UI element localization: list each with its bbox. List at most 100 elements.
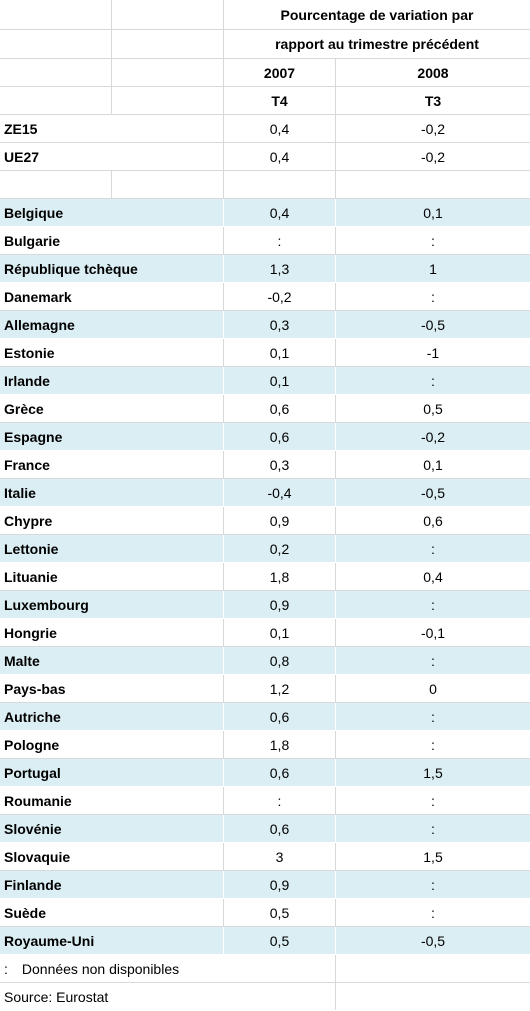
row-label: Allemagne [0,311,224,338]
value-cell: 0,5 [423,400,443,417]
row-label: Pologne [0,731,224,758]
row-label: Chypre [0,507,224,534]
data-row: Bulgarie:: [0,227,530,255]
value-cell: 0,1 [224,619,336,646]
value-cell: 1 [429,260,437,277]
value-cell: -0,5 [420,932,446,949]
data-row: Chypre 0,9 0,6 [0,507,530,535]
data-row: Finlande 0,9: [0,871,530,899]
data-row: UE27 0,4 -0,2 [0,143,530,171]
data-row: Italie -0,4 -0,5 [0,479,530,507]
value-cell: 0,3 [224,451,336,478]
empty-cell [0,59,112,86]
value-cell: : [224,227,336,254]
data-row: Portugal 0,6 1,5 [0,759,530,787]
row-label: Belgique [0,199,224,226]
value-cell: 0 [429,680,437,697]
footnote-symbol: : [4,960,8,977]
header-row: Pourcentage de variation par [0,0,530,30]
data-row: France 0,3 0,1 [0,451,530,479]
value-cell: 1,8 [224,731,336,758]
row-label: Grèce [0,395,224,422]
empty-cell [0,30,112,58]
value-cell: 0,4 [423,568,443,585]
value-cell: : [431,820,435,837]
value-cell: : [431,372,435,389]
data-row: Slovaquie 3 1,5 [0,843,530,871]
empty-cell [336,955,530,982]
value-cell: 0,2 [224,535,336,562]
empty-cell [112,30,224,58]
source-row: Source: Eurostat [0,983,530,1010]
row-label: Slovaquie [0,843,224,870]
row-label: Slovénie [0,815,224,842]
header-row: rapport au trimestre précédent [0,30,530,59]
value-cell: 0,6 [224,423,336,450]
empty-cell [112,87,224,114]
value-cell: : [431,876,435,893]
data-row: République tchèque 1,3 1 [0,255,530,283]
data-row: Grèce 0,6 0,5 [0,395,530,423]
column-header: T4 [224,87,336,114]
empty-cell [112,59,224,86]
row-label: Bulgarie [0,227,224,254]
data-row: Irlande 0,1: [0,367,530,395]
value-cell: 0,4 [224,115,336,142]
row-label: Lituanie [0,563,224,590]
data-row: Hongrie 0,1 -0,1 [0,619,530,647]
value-cell: : [431,736,435,753]
value-cell: -0,5 [420,484,446,501]
row-label: Royaume-Uni [0,927,224,954]
value-cell: 0,6 [224,815,336,842]
row-label: Lettonie [0,535,224,562]
data-row: Autriche 0,6: [0,703,530,731]
row-label: Autriche [0,703,224,730]
row-label: Danemark [0,283,224,310]
column-header: 2007 [224,59,336,86]
value-cell: : [431,652,435,669]
value-cell: : [431,288,435,305]
value-cell: -0,4 [224,479,336,506]
empty-cell [0,171,112,198]
value-cell: -0,2 [224,283,336,310]
data-row: ZE15 0,4 -0,2 [0,115,530,143]
data-row: Danemark -0,2: [0,283,530,311]
row-label: Irlande [0,367,224,394]
data-row: Royaume-Uni 0,5 -0,5 [0,927,530,955]
row-label: UE27 [0,143,224,170]
value-cell: 0,9 [224,507,336,534]
row-label: Malte [0,647,224,674]
row-label: Portugal [0,759,224,786]
row-label: Finlande [0,871,224,898]
value-cell: -0,2 [420,148,446,165]
value-cell: : [431,596,435,613]
empty-cell [336,171,530,198]
row-label: France [0,451,224,478]
value-cell: 1,8 [224,563,336,590]
data-row: Lituanie 1,8 0,4 [0,563,530,591]
header-title: Pourcentage de variation par [280,6,474,23]
row-label: Italie [0,479,224,506]
value-cell: 0,6 [423,512,443,529]
value-cell: 0,6 [224,395,336,422]
column-header: T3 [424,92,442,109]
empty-cell [336,983,530,1010]
row-label: Roumanie [0,787,224,814]
value-cell: 0,9 [224,591,336,618]
value-cell: 1,5 [423,848,443,865]
blank-row [0,171,530,199]
row-label: Espagne [0,423,224,450]
data-row: Pologne 1,8: [0,731,530,759]
footnote-row: : Données non disponibles [0,955,530,983]
empty-cell [0,87,112,114]
value-cell: 1,5 [423,764,443,781]
value-cell: 1,3 [224,255,336,282]
value-cell: 0,8 [224,647,336,674]
value-cell: 1,2 [224,675,336,702]
years-row: 2007 2008 [0,59,530,87]
value-cell: : [431,792,435,809]
data-row: Estonie 0,1 -1 [0,339,530,367]
empty-cell [112,171,224,198]
value-cell: 0,1 [423,456,443,473]
